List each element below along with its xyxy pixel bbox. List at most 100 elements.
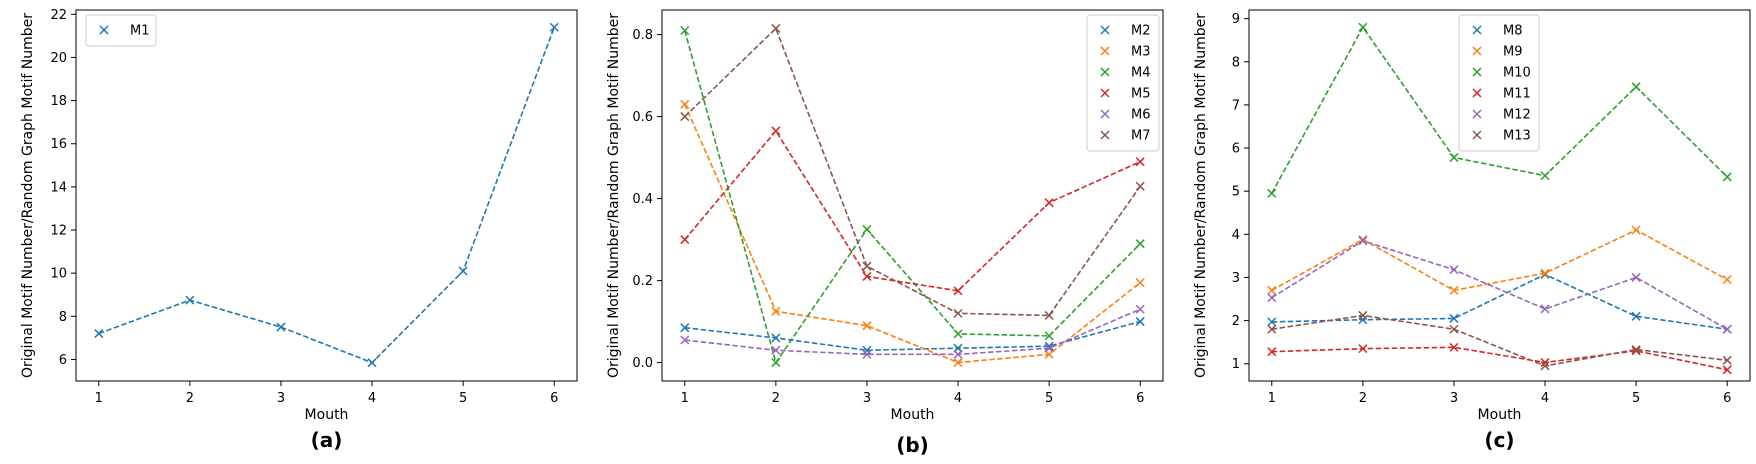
- series-line-M7: [684, 27, 1141, 317]
- data-point-M7-4: [953, 308, 963, 318]
- series-line-M5: [684, 129, 1141, 292]
- legend-box: [1086, 14, 1160, 152]
- data-point-M2-3: [862, 345, 872, 355]
- data-point-M5-2: [771, 126, 781, 136]
- legend-label-M13: M13: [1503, 129, 1531, 144]
- legend-label-M7: M7: [1131, 129, 1151, 144]
- data-point-M6-1: [680, 335, 690, 345]
- data-point-M12-6: [1722, 324, 1732, 334]
- data-point-M4-1: [680, 25, 690, 36]
- legend-label-M12: M12: [1503, 108, 1531, 123]
- x-tick-label: 6: [550, 391, 558, 406]
- data-point-M12-1: [1267, 293, 1277, 303]
- y-tick-label: 8: [1232, 55, 1240, 70]
- plot-frame: [661, 9, 1164, 382]
- legend-marker-M10: [1472, 67, 1482, 77]
- legend-marker-M13: [1472, 130, 1482, 140]
- data-point-M13-1: [1267, 324, 1277, 334]
- y-tick-label: 9: [1232, 12, 1240, 27]
- data-point-M5-4: [953, 286, 963, 296]
- y-tick-label: 0.8: [632, 28, 653, 43]
- x-tick-label: 2: [772, 391, 780, 406]
- series-M3: [680, 99, 1145, 368]
- data-point-M12-4: [1540, 304, 1550, 314]
- y-tick-label: 16: [50, 137, 67, 152]
- data-point-M3-2: [771, 306, 781, 316]
- x-tick-label: 4: [368, 391, 376, 406]
- legend-marker-M8: [1472, 25, 1482, 35]
- legend-label-M10: M10: [1503, 66, 1531, 81]
- series-M12: [1267, 236, 1732, 334]
- y-tick-label: 1: [1232, 357, 1240, 372]
- data-point-M11-5: [1631, 346, 1641, 356]
- data-point-M1-3: [276, 322, 286, 332]
- y-tick-label: 0.2: [632, 274, 653, 289]
- series-line-M1: [98, 26, 555, 364]
- legend-marker-M7: [1100, 130, 1110, 140]
- legend-marker-M5: [1100, 88, 1110, 98]
- chart-panel-3: 1 2 3 4 5 6 1 2 3 4 5 6 7 8 9 Mouth Original Motif Numbe…: [1193, 9, 1751, 452]
- legend-marker-M11: [1472, 88, 1482, 98]
- x-tick-label: 1: [681, 391, 689, 406]
- data-point-M2-1: [680, 323, 690, 333]
- data-point-M4-4: [953, 329, 963, 339]
- series-M13: [1267, 310, 1732, 371]
- data-point-M1-6: [549, 22, 559, 32]
- data-point-M9-1: [1267, 285, 1277, 295]
- y-tick-label: 6: [1232, 142, 1240, 157]
- data-point-M13-3: [1449, 324, 1459, 334]
- panel-label: (a): [311, 428, 343, 452]
- legend-label-M5: M5: [1131, 87, 1151, 102]
- legend-marker-M4: [1100, 67, 1110, 77]
- data-point-M11-3: [1449, 342, 1459, 352]
- plot-frame: [75, 9, 578, 382]
- series-line-M11: [1271, 346, 1728, 371]
- series-line-M8: [1271, 273, 1728, 331]
- y-axis-label: Original Motif Number/Random Graph Motif…: [1193, 13, 1209, 378]
- x-tick-label: 6: [1136, 391, 1144, 406]
- series-line-M12: [1271, 239, 1728, 330]
- series-M2: [680, 317, 1145, 355]
- y-tick-label: 8: [59, 310, 67, 325]
- data-point-M3-4: [953, 358, 963, 368]
- series-M10: [1267, 22, 1732, 198]
- y-tick-label: 22: [50, 8, 67, 23]
- series-M11: [1267, 342, 1732, 375]
- series-M7: [680, 23, 1145, 320]
- legend-label-M6: M6: [1131, 108, 1151, 123]
- x-tick-label: 4: [954, 391, 962, 406]
- y-tick-label: 6: [59, 353, 67, 368]
- data-point-M11-6: [1722, 365, 1732, 375]
- series-M4: [680, 25, 1145, 368]
- legend-marker-M9: [1472, 46, 1482, 56]
- data-point-M6-3: [862, 349, 872, 359]
- legend: M1: [85, 14, 157, 47]
- y-tick-label: 14: [50, 180, 67, 195]
- y-tick-label: 2: [1232, 314, 1240, 329]
- data-point-M3-6: [1135, 278, 1145, 288]
- data-point-M5-1: [680, 235, 690, 245]
- data-point-M13-6: [1722, 355, 1732, 365]
- x-tick-label: 2: [1359, 391, 1367, 406]
- series-line-M9: [1271, 229, 1728, 292]
- legend-label-M8: M8: [1503, 24, 1523, 39]
- legend-label-M3: M3: [1131, 45, 1151, 60]
- legend-marker-M6: [1100, 109, 1110, 119]
- data-point-M9-6: [1722, 275, 1732, 285]
- series-M9: [1267, 225, 1732, 295]
- data-point-M1-5: [458, 266, 468, 276]
- data-point-M7-2: [771, 23, 781, 33]
- data-point-M1-1: [94, 329, 104, 339]
- series-line-M2: [684, 320, 1141, 352]
- series-line-M6: [684, 308, 1141, 356]
- legend-label-M9: M9: [1503, 45, 1523, 60]
- data-point-M6-6: [1135, 304, 1145, 314]
- series-line-M10: [1271, 25, 1728, 194]
- data-point-M12-5: [1631, 272, 1641, 282]
- y-tick-label: 3: [1232, 271, 1240, 286]
- data-point-M7-3: [862, 261, 872, 271]
- x-tick-label: 4: [1541, 391, 1549, 406]
- data-point-M10-1: [1267, 188, 1277, 198]
- data-point-M13-5: [1631, 344, 1641, 355]
